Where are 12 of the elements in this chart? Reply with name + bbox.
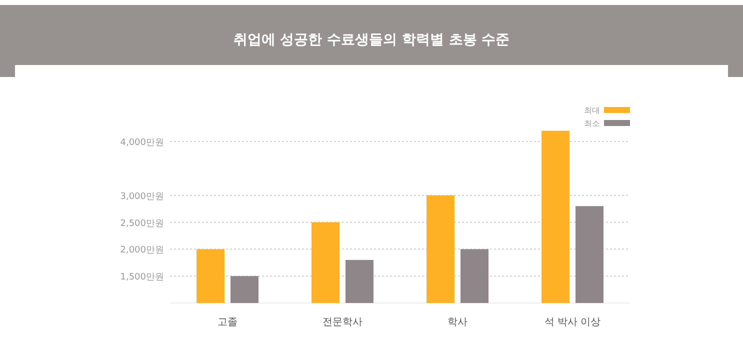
y-tick-label: 1,500만원 (120, 272, 164, 283)
legend-label: 최소 (584, 119, 600, 128)
chart-title: 취업에 성공한 수료생들의 학력별 초봉 수준 (233, 32, 510, 48)
y-tick-label: 2,500만원 (120, 218, 164, 229)
legend-label: 최대 (584, 106, 600, 115)
x-tick-label: 학사 (448, 317, 468, 328)
y-tick-label: 2,000만원 (120, 246, 164, 256)
x-tick-label: 전문학사 (322, 317, 362, 328)
y-tick-label: 4,000만원 (120, 138, 164, 148)
x-tick-label: 고졸 (218, 317, 238, 328)
y-tick-label: 3,000만원 (120, 192, 164, 202)
x-tick-label: 석 박사 이상 (544, 317, 601, 328)
